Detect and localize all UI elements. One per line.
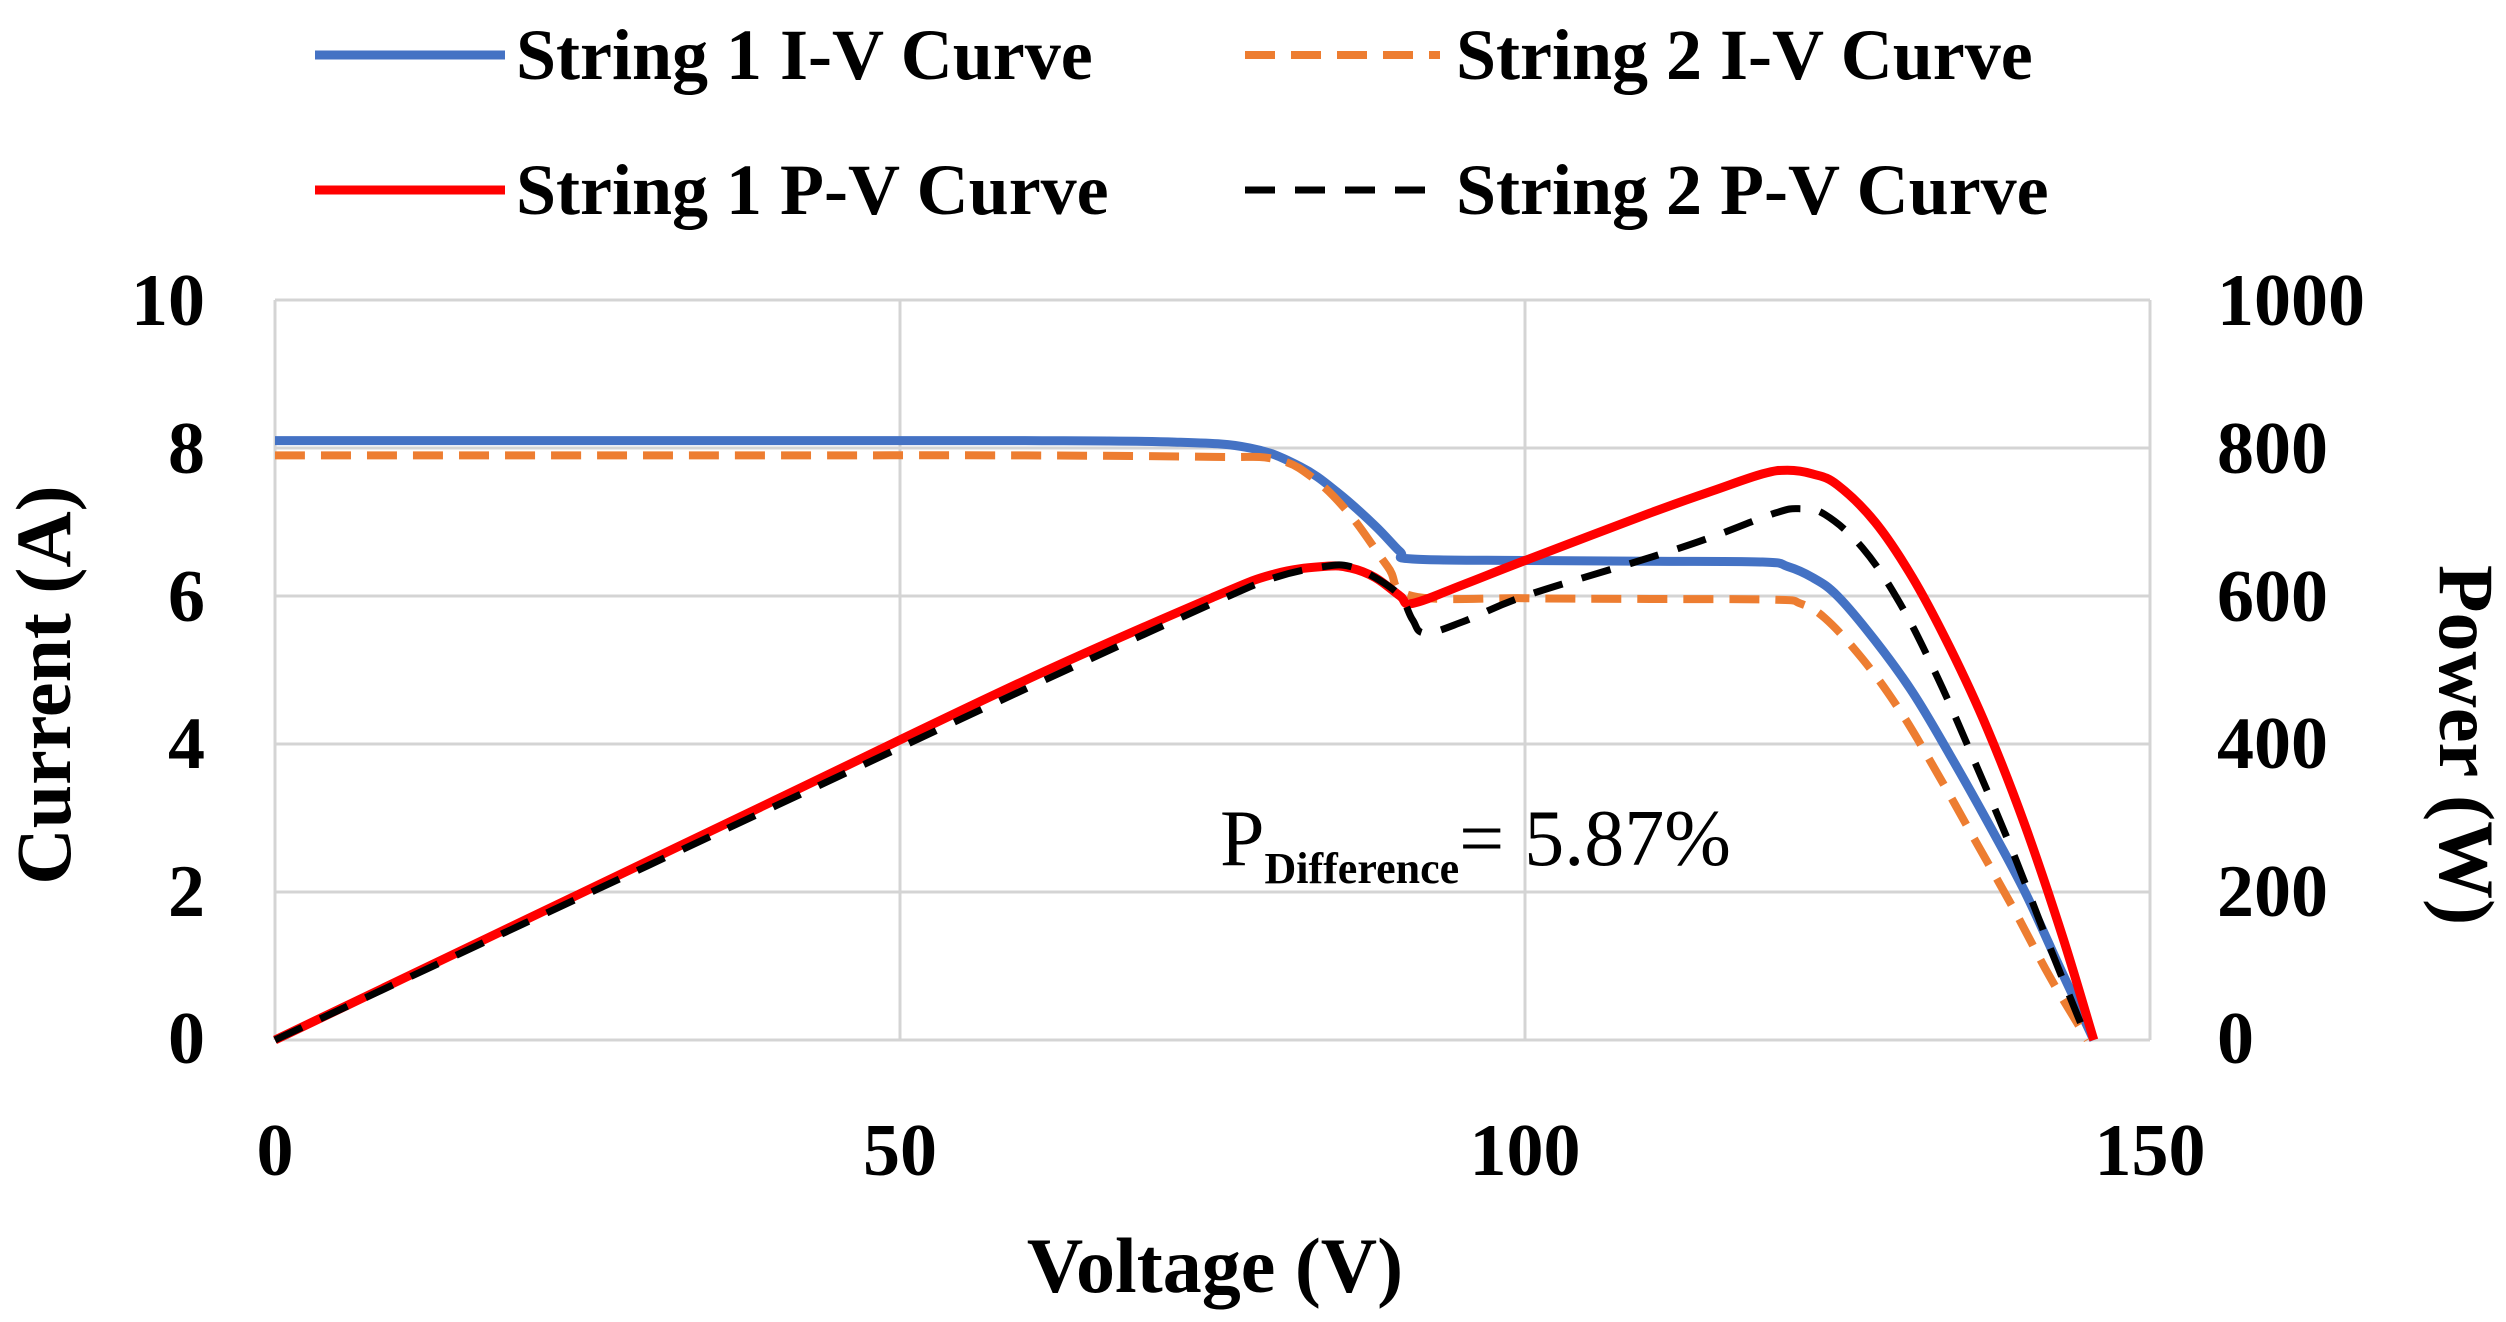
y-left-tick-label: 10 xyxy=(131,260,205,342)
x-tick-label: 100 xyxy=(1470,1110,1581,1192)
power-difference-annotation: PDifference= 5.87% xyxy=(1220,795,1731,893)
y-left-axis-label: Current (A) xyxy=(0,485,87,884)
y-right-axis-ticks: 0 200 400 600 800 1000 xyxy=(2217,260,2365,1080)
series-line-string-1-p-v-curve xyxy=(273,465,2099,1045)
annotation-tail: = 5.87% xyxy=(1459,795,1731,883)
y-left-tick-label: 2 xyxy=(168,851,205,933)
y-left-axis-ticks: 0 2 4 6 8 10 xyxy=(131,260,205,1080)
x-axis-ticks: 0 50 100 150 xyxy=(257,1110,2206,1192)
legend-label-string1-iv: String 1 I-V Curve xyxy=(516,15,1093,95)
y-right-tick-label: 1000 xyxy=(2217,260,2365,342)
legend-label-string2-iv: String 2 I-V Curve xyxy=(1456,15,2033,95)
legend-item-string1-pv: String 1 P-V Curve xyxy=(315,150,1109,230)
legend-item-string2-pv: String 2 P-V Curve xyxy=(1245,150,2049,230)
y-right-tick-label: 600 xyxy=(2217,556,2328,638)
series-line-string-1-i-v-curve xyxy=(275,435,2098,1042)
x-axis-label: Voltage (V) xyxy=(1027,1222,1403,1309)
series-layer xyxy=(273,435,2099,1045)
annotation-subscript: Difference xyxy=(1265,844,1460,893)
y-right-axis-label: Power (W) xyxy=(2423,565,2506,925)
legend-label-string2-pv: String 2 P-V Curve xyxy=(1456,150,2049,230)
x-tick-label: 0 xyxy=(257,1110,294,1192)
series-line-string-2-i-v-curve xyxy=(275,451,2091,1043)
y-right-tick-label: 0 xyxy=(2217,998,2254,1080)
x-tick-label: 150 xyxy=(2095,1110,2206,1192)
gridlines xyxy=(273,298,2152,1042)
x-tick-label: 50 xyxy=(863,1110,937,1192)
y-left-tick-label: 4 xyxy=(168,703,205,785)
annotation-main: P xyxy=(1220,795,1265,883)
legend-label-string1-pv: String 1 P-V Curve xyxy=(516,150,1109,230)
series-line-string-2-p-v-curve xyxy=(273,505,2091,1044)
legend-item-string1-iv: String 1 I-V Curve xyxy=(315,15,1093,95)
y-right-tick-label: 800 xyxy=(2217,408,2328,490)
y-right-tick-label: 400 xyxy=(2217,703,2328,785)
y-left-tick-label: 8 xyxy=(168,408,205,490)
legend-item-string2-iv: String 2 I-V Curve xyxy=(1245,15,2033,95)
y-left-tick-label: 0 xyxy=(168,998,205,1080)
y-right-tick-label: 200 xyxy=(2217,851,2328,933)
legend: String 1 I-V Curve String 2 I-V Curve St… xyxy=(315,15,2049,230)
y-left-tick-label: 6 xyxy=(168,556,205,638)
